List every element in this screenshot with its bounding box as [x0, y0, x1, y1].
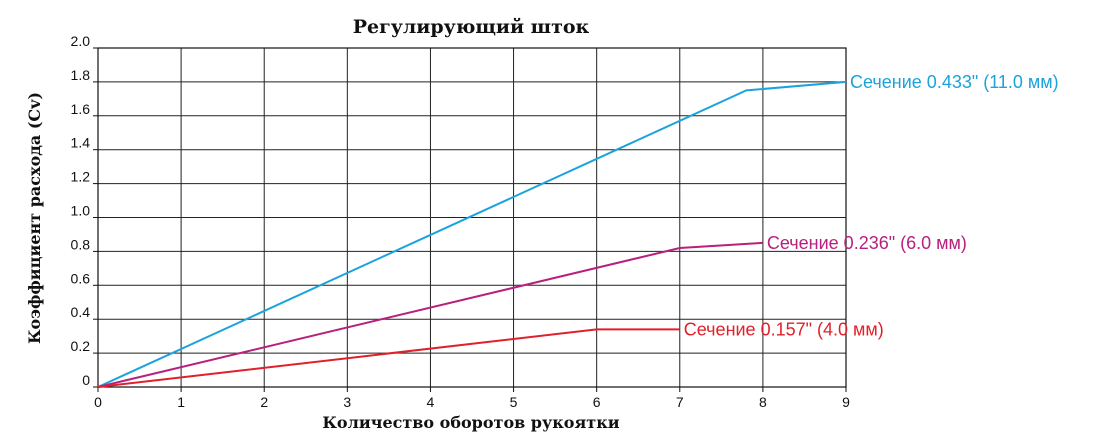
y-tick-label-9: 1.8: [71, 67, 91, 83]
y-tick-label-6: 1.2: [71, 169, 91, 185]
y-tick-label-0: 0: [82, 372, 90, 388]
y-tick-label-4: 0.8: [71, 236, 91, 252]
series-label-1: Сечение 0.236" (6.0 мм): [767, 233, 967, 253]
x-tick-label-9: 9: [842, 394, 850, 410]
y-tick-label-3: 0.6: [71, 270, 91, 286]
y-tick-label-10: 2.0: [71, 33, 91, 49]
x-tick-label-2: 2: [260, 394, 268, 410]
y-tick-label-1: 0.2: [71, 338, 91, 354]
series-label-0: Сечение 0.433" (11.0 мм): [850, 72, 1059, 92]
y-tick-label-2: 0.4: [71, 304, 91, 320]
x-tick-label-8: 8: [759, 394, 767, 410]
x-tick-label-5: 5: [510, 394, 518, 410]
series-lines: [97, 80, 847, 388]
series-labels: Сечение 0.433" (11.0 мм) Сечение 0.236" (…: [684, 72, 1059, 339]
y-tick-label-8: 1.6: [71, 101, 91, 117]
x-tick-label-0: 0: [94, 394, 102, 410]
series-line-2: [97, 328, 680, 388]
chart-title: Регулирующий шток: [353, 16, 590, 38]
x-tick-label-4: 4: [427, 394, 435, 410]
y-axis-label: Коэффициент расхода (Cv): [25, 92, 44, 344]
series-line-0: [97, 80, 847, 388]
y-tick-label-7: 1.4: [71, 135, 91, 151]
y-tick-labels: 0 0.2 0.4 0.6 0.8 1.0 1.2 1.4 1.6 1.8 2.0: [71, 33, 98, 388]
x-tick-label-1: 1: [177, 394, 185, 410]
series-label-2: Сечение 0.157" (4.0 мм): [684, 319, 884, 339]
y-tick-label-5: 1.0: [71, 203, 91, 219]
series-line-1: [97, 241, 763, 388]
x-tick-label-7: 7: [676, 394, 684, 410]
x-axis-label: Количество оборотов рукоятки: [322, 413, 619, 432]
x-tick-label-3: 3: [343, 394, 351, 410]
grid: [98, 48, 846, 387]
x-tick-labels: 0 1 2 3 4 5 6 7 8 9: [94, 387, 850, 410]
x-tick-label-6: 6: [593, 394, 601, 410]
